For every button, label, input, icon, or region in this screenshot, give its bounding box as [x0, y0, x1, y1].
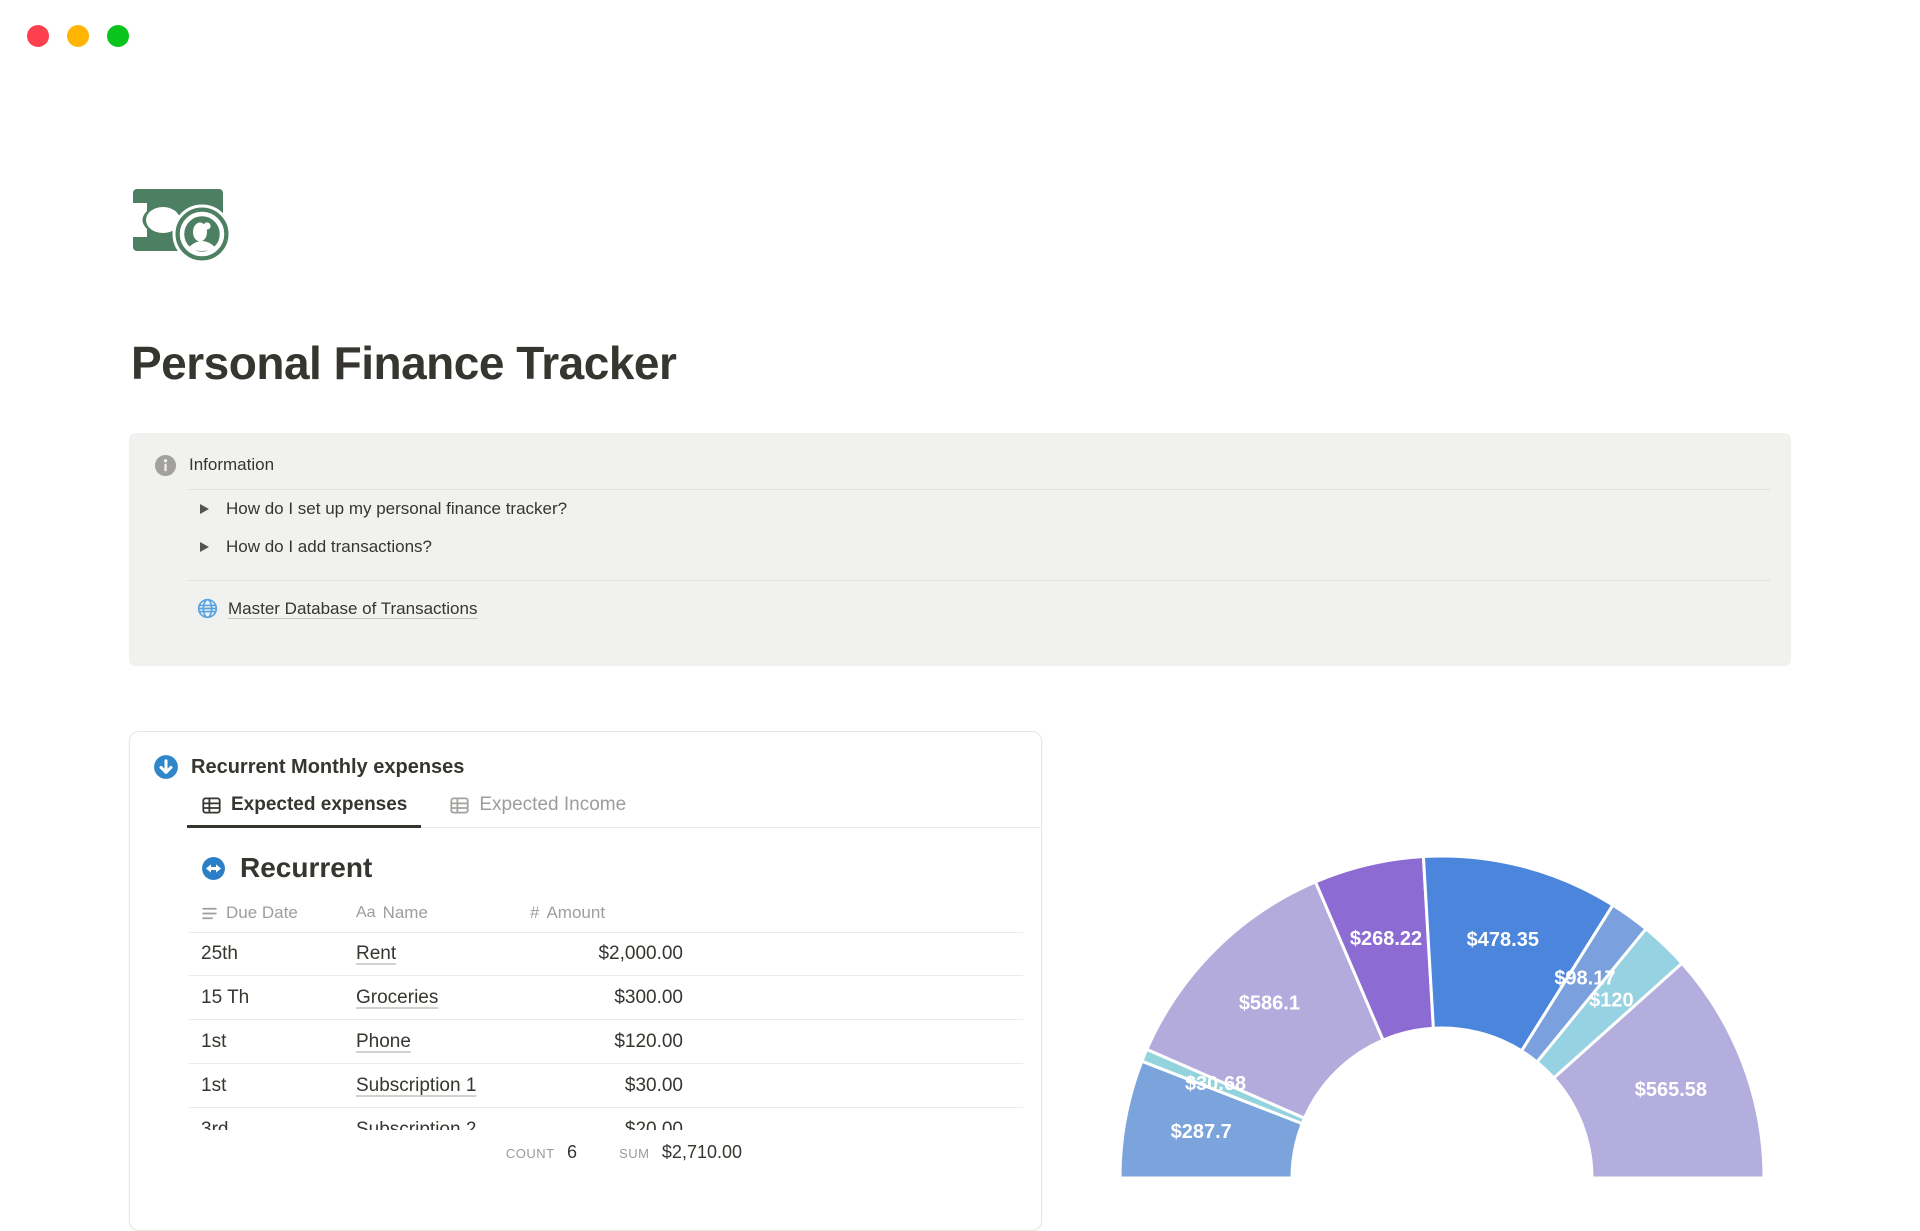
- tab-expected-expenses[interactable]: Expected expenses: [187, 792, 422, 828]
- count-aggregate[interactable]: COUNT 6: [505, 1142, 577, 1162]
- toggle-triangle-icon[interactable]: [200, 504, 209, 514]
- column-header-due-date[interactable]: Due Date: [189, 903, 356, 923]
- row-name-link[interactable]: Phone: [356, 1030, 411, 1052]
- toggle-setup-question[interactable]: How do I set up my personal finance trac…: [200, 490, 1791, 528]
- chart-segment-label: $30.68: [1185, 1073, 1246, 1095]
- chart-segment-label: $268.22: [1350, 928, 1422, 950]
- due-date-cell[interactable]: 3rd: [201, 1118, 229, 1131]
- row-name-link[interactable]: Rent: [356, 943, 397, 964]
- table-row[interactable]: 1st Subscription 1 $30.00: [189, 1064, 1023, 1108]
- toggle-add-transactions-question[interactable]: How do I add transactions?: [200, 528, 1791, 566]
- table-view-icon: [450, 796, 469, 814]
- globe-icon: [197, 598, 218, 619]
- row-name-link[interactable]: Groceries: [356, 986, 439, 1008]
- chart-segment-label: $565.58: [1635, 1079, 1707, 1101]
- master-database-link-label[interactable]: Master Database of Transactions: [228, 598, 478, 618]
- table-row[interactable]: 15 Th Groceries $300.00: [189, 976, 1023, 1020]
- page-icon-money[interactable]: [131, 183, 241, 268]
- chart-segment-label: $287.7: [1171, 1121, 1232, 1143]
- due-date-cell[interactable]: 25th: [201, 943, 238, 964]
- chart-segment-label: $120: [1589, 989, 1634, 1011]
- amount-cell[interactable]: $2,000.00: [598, 943, 683, 964]
- amount-cell[interactable]: $300.00: [614, 986, 683, 1008]
- tab-expected-income[interactable]: Expected Income: [435, 792, 640, 828]
- callout-title: Information: [189, 455, 275, 474]
- amount-cell[interactable]: $120.00: [614, 1030, 683, 1052]
- card-title: Recurrent Monthly expenses: [191, 755, 465, 778]
- linked-database-icon[interactable]: [201, 856, 226, 881]
- zoom-window-button[interactable]: [107, 25, 129, 47]
- number-property-icon: #: [530, 903, 540, 922]
- row-name-link[interactable]: Subscription 1: [356, 1074, 477, 1096]
- due-date-cell[interactable]: 1st: [201, 1074, 227, 1096]
- chart-segment[interactable]: [1145, 880, 1385, 1120]
- chart-segment-label: $586.1: [1239, 992, 1300, 1014]
- expenses-donut-chart: $287.7 $30.68 $586.1 $268.22 $478.35 $98.17 $1…: [1080, 840, 1840, 1200]
- minimize-window-button[interactable]: [67, 25, 89, 47]
- chart-segment-label: $98.17: [1554, 967, 1615, 989]
- callout-divider: [188, 489, 1770, 490]
- window-controls: [27, 25, 129, 47]
- information-callout: Information How do I set up my personal …: [129, 433, 1791, 666]
- arrow-down-circle-icon: [154, 755, 178, 779]
- table-row[interactable]: 25th Rent $2,000.00: [189, 932, 1023, 976]
- due-date-cell[interactable]: 15 Th: [201, 986, 250, 1008]
- view-tabs: Expected expenses Expected Income: [187, 792, 1041, 828]
- toggle-triangle-icon[interactable]: [200, 542, 209, 552]
- linked-database-title: Recurrent: [240, 852, 373, 883]
- money-banknote-coin-icon: [133, 189, 232, 264]
- callout-divider: [188, 580, 1770, 581]
- table-view-icon: [202, 796, 221, 814]
- sum-aggregate[interactable]: SUM $2,710.00: [619, 1142, 742, 1162]
- master-database-link[interactable]: Master Database of Transactions: [196, 597, 1791, 620]
- row-name-link[interactable]: Subscription 2: [356, 1118, 477, 1131]
- chart-segment[interactable]: [1552, 961, 1766, 1180]
- table-rows: 25th Rent $2,000.00 15 Th Groceries $300…: [189, 932, 1023, 1130]
- table-footer: COUNT 6 SUM $2,710.00: [248, 1130, 1041, 1163]
- amount-cell[interactable]: $20.00: [624, 1118, 683, 1131]
- chart-segment-label: $478.35: [1467, 929, 1539, 951]
- table-row[interactable]: 1st Phone $120.00: [189, 1020, 1023, 1064]
- table-row[interactable]: 3rd Subscription 2 $20.00: [189, 1108, 1023, 1131]
- info-icon: [154, 454, 177, 476]
- page-title: Personal Finance Tracker: [131, 337, 677, 389]
- table-header-row: Due Date Aa Name # Amount: [189, 894, 1023, 932]
- column-header-name[interactable]: Aa Name: [356, 903, 428, 922]
- text-lines-icon: [202, 907, 217, 919]
- title-property-icon: Aa: [356, 904, 376, 921]
- due-date-cell[interactable]: 1st: [201, 1030, 227, 1052]
- recurrent-expenses-card: Recurrent Monthly expenses Expected expe…: [129, 731, 1042, 1231]
- amount-cell[interactable]: $30.00: [624, 1074, 683, 1096]
- expenses-table: Due Date Aa Name # Amount 25th Rent $2,0…: [189, 894, 1023, 1163]
- close-window-button[interactable]: [27, 25, 49, 47]
- column-header-amount[interactable]: # Amount: [530, 903, 606, 922]
